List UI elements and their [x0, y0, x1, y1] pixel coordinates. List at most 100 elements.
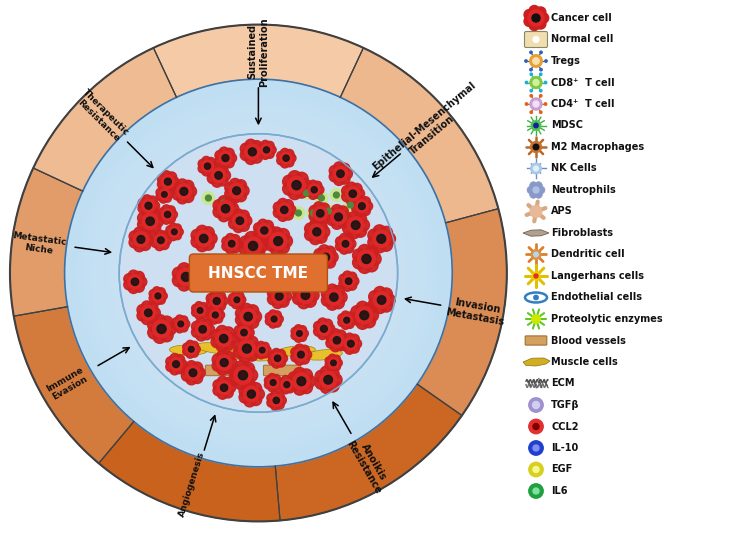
Text: IL6: IL6	[551, 486, 568, 496]
Circle shape	[178, 268, 195, 286]
Circle shape	[183, 347, 191, 355]
Circle shape	[530, 141, 542, 152]
Circle shape	[195, 301, 203, 310]
Circle shape	[321, 381, 333, 394]
Circle shape	[192, 321, 202, 332]
Circle shape	[307, 289, 319, 301]
Circle shape	[84, 98, 433, 448]
Text: Muscle cells: Muscle cells	[551, 357, 618, 367]
Circle shape	[175, 355, 184, 364]
Circle shape	[210, 302, 220, 312]
Circle shape	[222, 205, 230, 213]
Circle shape	[259, 347, 265, 353]
Circle shape	[343, 216, 355, 228]
Circle shape	[302, 350, 312, 359]
Circle shape	[243, 386, 259, 402]
Circle shape	[292, 206, 305, 219]
Circle shape	[142, 213, 158, 229]
Circle shape	[116, 131, 401, 415]
Circle shape	[329, 354, 336, 362]
Circle shape	[197, 307, 203, 313]
Circle shape	[267, 288, 279, 299]
Circle shape	[539, 73, 542, 75]
Circle shape	[272, 298, 283, 308]
Circle shape	[314, 321, 324, 331]
Circle shape	[275, 399, 278, 402]
Circle shape	[354, 225, 366, 238]
Circle shape	[530, 76, 542, 88]
Ellipse shape	[277, 346, 315, 356]
Circle shape	[351, 194, 362, 204]
Circle shape	[228, 298, 237, 306]
Circle shape	[272, 375, 280, 383]
Circle shape	[150, 307, 160, 318]
Circle shape	[138, 218, 150, 230]
Circle shape	[217, 364, 228, 375]
Circle shape	[192, 373, 203, 383]
Circle shape	[533, 187, 539, 193]
Circle shape	[190, 349, 198, 357]
Circle shape	[276, 239, 281, 244]
Circle shape	[362, 254, 371, 264]
Circle shape	[533, 144, 539, 150]
Circle shape	[276, 358, 285, 367]
Circle shape	[151, 238, 160, 247]
Circle shape	[196, 330, 207, 341]
Circle shape	[353, 256, 366, 269]
Text: Invasion
Metastasis: Invasion Metastasis	[445, 295, 507, 327]
Circle shape	[173, 230, 176, 233]
Circle shape	[288, 381, 296, 389]
Circle shape	[278, 383, 286, 391]
Circle shape	[270, 390, 279, 400]
Circle shape	[124, 274, 134, 284]
Circle shape	[322, 253, 330, 261]
Circle shape	[377, 234, 386, 244]
Circle shape	[233, 209, 243, 219]
Circle shape	[300, 330, 309, 337]
Circle shape	[251, 244, 255, 248]
Circle shape	[318, 330, 327, 340]
Text: NK Cells: NK Cells	[551, 163, 597, 174]
Polygon shape	[523, 230, 549, 236]
Circle shape	[303, 375, 315, 388]
Circle shape	[243, 324, 252, 333]
Circle shape	[186, 340, 194, 348]
Circle shape	[245, 369, 258, 382]
Circle shape	[134, 282, 145, 292]
Circle shape	[276, 349, 285, 358]
Circle shape	[294, 183, 299, 188]
Circle shape	[246, 314, 250, 319]
Circle shape	[181, 364, 192, 375]
Circle shape	[276, 293, 283, 300]
Circle shape	[270, 227, 283, 240]
Circle shape	[147, 313, 158, 323]
Circle shape	[207, 166, 215, 175]
Circle shape	[272, 383, 280, 391]
Circle shape	[534, 123, 539, 128]
Circle shape	[161, 175, 175, 188]
Circle shape	[273, 319, 282, 327]
Circle shape	[268, 383, 276, 391]
Circle shape	[341, 215, 346, 221]
Circle shape	[345, 244, 354, 253]
Circle shape	[333, 167, 348, 181]
Circle shape	[315, 192, 328, 205]
Circle shape	[318, 211, 322, 215]
Circle shape	[533, 445, 539, 451]
Circle shape	[272, 359, 281, 368]
Circle shape	[234, 330, 243, 340]
Circle shape	[246, 348, 258, 361]
Circle shape	[128, 270, 139, 281]
Circle shape	[214, 315, 222, 323]
Wedge shape	[99, 422, 280, 521]
Circle shape	[172, 322, 181, 330]
Circle shape	[183, 343, 191, 351]
Circle shape	[373, 240, 386, 253]
Circle shape	[361, 197, 370, 206]
Circle shape	[298, 179, 311, 192]
Circle shape	[142, 301, 152, 312]
Circle shape	[254, 146, 265, 158]
Circle shape	[330, 341, 341, 352]
Circle shape	[333, 363, 341, 371]
Circle shape	[140, 228, 151, 240]
